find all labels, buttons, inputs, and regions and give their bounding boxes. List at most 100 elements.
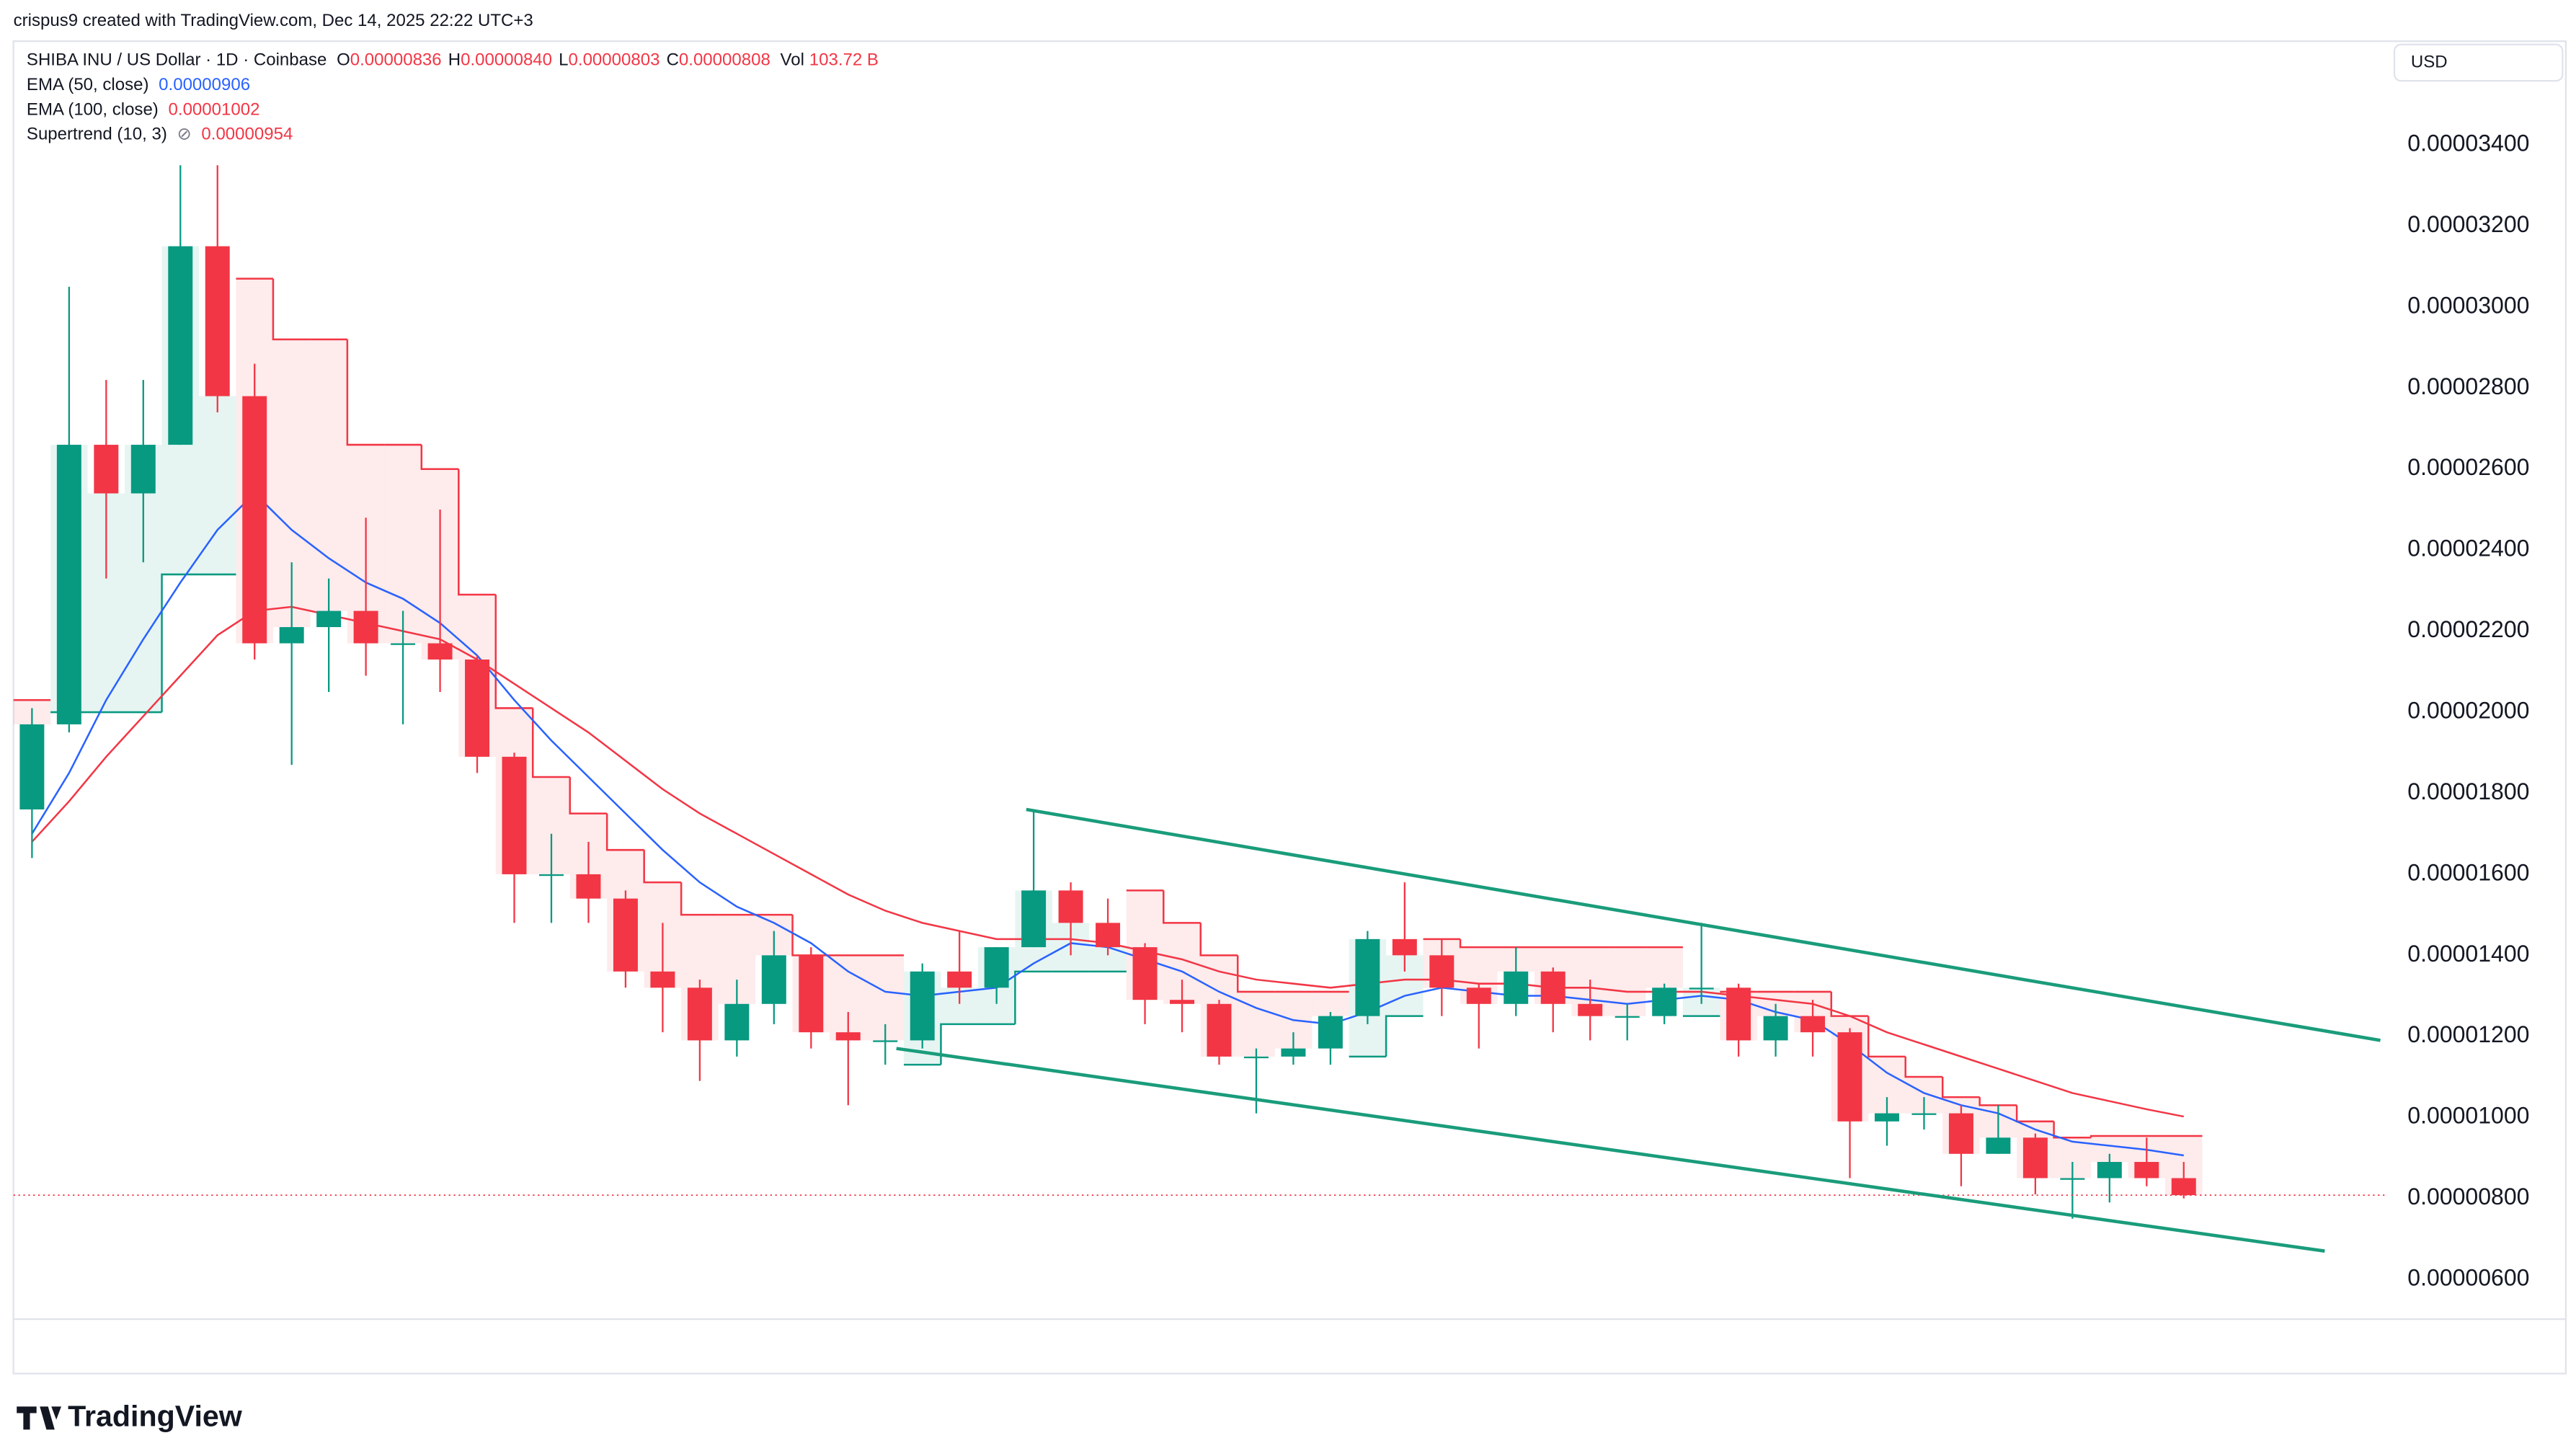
supertrend-step [1236, 955, 1275, 993]
supertrend-step [458, 469, 496, 596]
candle-body [1540, 971, 1565, 1004]
candle-body [1504, 971, 1529, 1004]
candle-body [168, 246, 193, 445]
legend-value: 0.00001002 [169, 100, 260, 120]
legend-name: EMA (50, close) [27, 75, 149, 94]
candle-body [19, 724, 45, 809]
candle-body [1948, 1113, 1973, 1154]
supertrend-step [420, 445, 459, 471]
supertrend-step [1941, 1076, 1980, 1098]
candle-body [2171, 1178, 2196, 1196]
candle-body [1243, 1056, 1269, 1059]
candle-body [242, 396, 267, 644]
candle-body [1021, 890, 1047, 948]
candle-body [761, 955, 786, 1004]
x-tick-label: Nov [12, 1332, 53, 1358]
candle-body [465, 659, 490, 757]
candle-body [910, 971, 935, 1041]
x-tick-label: May [938, 1332, 981, 1358]
legend-ema100: EMA (100, close) 0.00001002 [27, 100, 259, 120]
supertrend-step [346, 339, 385, 446]
candle-body [650, 971, 675, 988]
y-tick-label: 0.00002200 [2407, 616, 2529, 642]
candle-body [279, 627, 304, 644]
trend-line [1026, 807, 2381, 1042]
candle-body [1429, 955, 1454, 988]
ohlc-key: H [448, 50, 461, 70]
supertrend-fill [310, 339, 347, 611]
legend-value: 0.00000906 [159, 75, 250, 94]
x-tick-label: Jul [1279, 1332, 1308, 1358]
brand: TradingView [17, 1399, 243, 1432]
supertrend-step [2015, 1105, 2054, 1123]
supertrend-step [272, 278, 311, 341]
volume-key: Vol [781, 50, 804, 70]
candle-body [56, 445, 81, 724]
candle-body [1578, 1003, 1603, 1016]
candle-body [2060, 1178, 2085, 1180]
candle-body [1281, 1048, 1306, 1057]
trend-line [896, 1047, 2325, 1253]
supertrend-step [1459, 938, 1498, 949]
supertrend-step [680, 882, 719, 916]
x-tick-label: Jun [1127, 1332, 1164, 1358]
candle-body [1058, 890, 1083, 923]
legend-symbol: ⊘ [177, 125, 192, 144]
ohlc-key: C [667, 50, 679, 70]
candle-body [1132, 947, 1158, 1000]
candle-body [1170, 1000, 1195, 1004]
attribution: crispus9 created with TradingView.com, D… [14, 11, 533, 30]
candle-body [1466, 987, 1491, 1004]
currency[interactable]: USD [2411, 52, 2448, 71]
candle-body [1318, 1016, 1343, 1049]
supertrend-step [531, 708, 570, 778]
x-tick-label: Mar [643, 1332, 683, 1358]
symbol: SHIBA INU / US Dollar · 1D · Coinbase [27, 50, 327, 70]
y-tick-label: 0.00001600 [2407, 859, 2529, 885]
x-tick-label: Sep [1607, 1332, 1648, 1358]
brand-icon [17, 1406, 61, 1430]
candle-body [1763, 1016, 1788, 1041]
candle-body [799, 955, 824, 1033]
x-tick-label: 2025 [303, 1332, 355, 1358]
x-tick-label: Aug [1458, 1332, 1499, 1358]
currency-box[interactable] [2393, 43, 2564, 82]
supertrend-step [1014, 970, 1052, 1024]
legend-name: Supertrend (10, 3) [27, 125, 167, 144]
volume-value: 103.72 B [809, 50, 879, 70]
candle-body [391, 643, 416, 645]
supertrend-step [2053, 1121, 2092, 1139]
candle-body [1615, 1016, 1640, 1018]
candle-body [873, 1040, 898, 1042]
candle-body [1096, 923, 1121, 948]
candle-body [2022, 1137, 2048, 1178]
candle-body [1207, 1003, 1232, 1057]
candle-body [947, 971, 972, 988]
candle-body [1652, 987, 1677, 1016]
supertrend-step [161, 573, 200, 713]
supertrend-step [605, 813, 644, 851]
y-tick-label: 0.00001000 [2407, 1103, 2529, 1129]
chart-frame [12, 40, 2567, 1375]
candle-body [1392, 938, 1417, 956]
x-tick-label: Apr [793, 1332, 829, 1358]
axes: 0.00000600 0.00000800 0.00001000 0.00001200… [12, 130, 2529, 1358]
x-tick-label: Dec [160, 1332, 201, 1358]
supertrend-step [1385, 1015, 1424, 1057]
candle-body [2134, 1162, 2159, 1178]
candle-body [1355, 938, 1380, 1016]
y-tick-label: 0.00003000 [2407, 292, 2529, 318]
supertrend-fill [1645, 947, 1683, 988]
ohlc-value: 0.00000803 [569, 50, 660, 70]
legend-name: EMA (100, close) [27, 100, 159, 120]
legend-ema50: EMA (50, close) 0.00000906 [27, 75, 250, 94]
y-tick-label: 0.00002600 [2407, 454, 2529, 480]
y-tick-label: 0.00000600 [2407, 1264, 2529, 1290]
candle-body [130, 445, 156, 494]
candle-body [576, 874, 601, 899]
plot [13, 165, 2388, 1219]
x-tick-label: Oct [1758, 1332, 1794, 1358]
candle-body [502, 756, 527, 874]
supertrend-step [2089, 1135, 2128, 1138]
